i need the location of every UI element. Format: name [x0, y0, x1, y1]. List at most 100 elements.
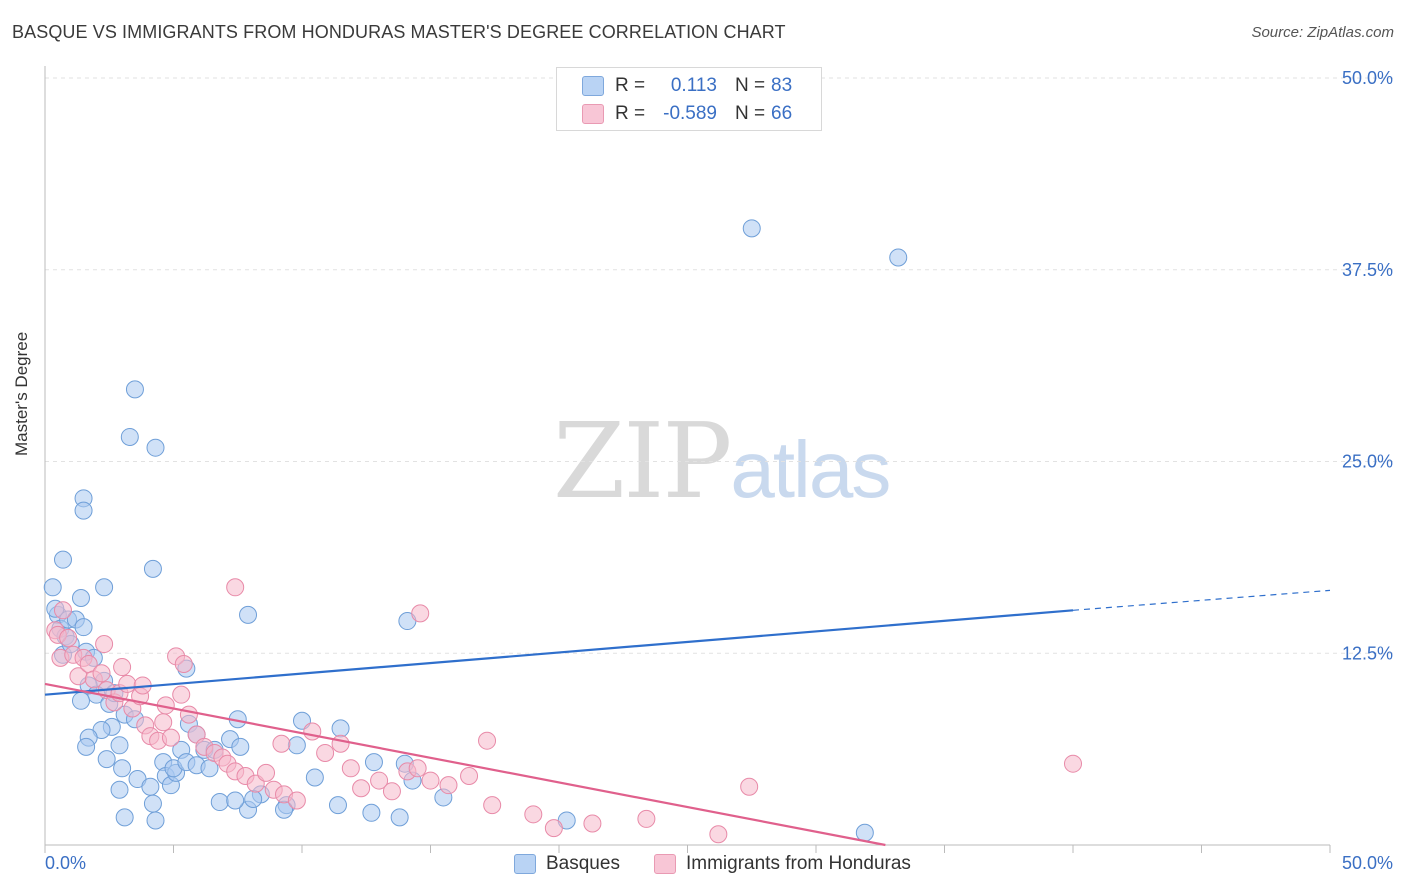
point-honduras [408, 759, 427, 778]
point-basques [362, 803, 381, 822]
point-honduras [421, 771, 440, 790]
tick-labels: 12.5% 25.0% 37.5% 50.0% 0.0% 50.0% [45, 68, 1393, 873]
point-basques [143, 559, 162, 578]
legend-label: Immigrants from Honduras [686, 853, 911, 874]
point-basques [328, 796, 347, 815]
point-basques [231, 737, 250, 756]
y-tick-label: 12.5% [1342, 643, 1393, 663]
point-basques [331, 719, 350, 738]
point-basques [74, 501, 93, 520]
point-basques [125, 380, 144, 399]
point-honduras [303, 722, 322, 741]
r-value: -0.589 [663, 103, 717, 124]
axes [44, 66, 1331, 853]
watermark-atlas: atlas [730, 425, 891, 514]
point-basques [71, 691, 90, 710]
point-honduras [1064, 754, 1082, 773]
point-basques [74, 618, 93, 637]
n-value: 83 [771, 75, 793, 96]
point-honduras [179, 705, 198, 724]
point-basques [889, 248, 908, 267]
point-honduras [460, 766, 479, 785]
point-honduras [382, 782, 401, 801]
source-label: Source: ZipAtlas.com [1251, 24, 1394, 41]
point-honduras [478, 731, 497, 750]
point-honduras [287, 791, 306, 810]
point-basques [855, 823, 874, 842]
point-basques [239, 605, 258, 624]
point-basques [141, 777, 160, 796]
point-basques [110, 780, 129, 799]
point-honduras [439, 776, 458, 795]
point-honduras [740, 777, 759, 796]
legend-item-honduras[interactable]: Immigrants from Honduras [654, 852, 911, 876]
trend-lines [44, 589, 1331, 847]
y-tick-label: 25.0% [1342, 452, 1393, 472]
n-label: N = [735, 103, 766, 124]
n-value: 66 [771, 103, 793, 124]
point-honduras [95, 635, 114, 654]
point-basques [97, 750, 116, 769]
legend-swatch-pink [654, 854, 676, 874]
stats-swatch-pink [582, 104, 604, 124]
point-honduras [53, 601, 72, 620]
point-basques [210, 793, 229, 812]
point-honduras [524, 805, 543, 824]
chart-title: BASQUE VS IMMIGRANTS FROM HONDURAS MASTE… [12, 22, 786, 42]
stats-swatch-blue [582, 76, 604, 96]
point-honduras [370, 771, 389, 790]
point-basques [71, 589, 90, 608]
point-honduras [154, 713, 173, 732]
point-basques [95, 578, 114, 597]
trend-line-honduras [44, 682, 886, 847]
x-tick-label: 0.0% [45, 853, 86, 873]
point-basques [305, 768, 324, 787]
point-honduras [331, 734, 350, 753]
data-points [43, 219, 1082, 844]
stats-box: R = 0.113 N = 83 R = -0.589 N = 66 [556, 67, 822, 131]
point-honduras [583, 814, 602, 833]
r-label: R = [615, 103, 646, 124]
point-basques [364, 753, 383, 772]
point-basques [115, 808, 134, 827]
point-honduras [352, 779, 371, 798]
point-honduras [316, 743, 335, 762]
point-basques [110, 736, 129, 755]
x-tick-label: 50.0% [1342, 853, 1393, 873]
gridlines [45, 77, 1393, 654]
point-basques [120, 427, 139, 446]
stats-row-honduras: R = -0.589 N = 66 [557, 100, 821, 128]
point-basques [742, 219, 761, 238]
point-honduras [257, 763, 276, 782]
legend-swatch-blue [514, 854, 536, 874]
point-basques [53, 550, 72, 569]
stats-row-basques: R = 0.113 N = 83 [557, 72, 821, 100]
point-basques [77, 737, 96, 756]
point-honduras [637, 809, 656, 828]
point-basques [390, 808, 409, 827]
legend-label: Basques [546, 853, 620, 874]
point-basques [43, 578, 62, 597]
point-honduras [544, 819, 563, 838]
point-honduras [118, 674, 137, 693]
point-honduras [113, 658, 132, 677]
point-basques [146, 811, 165, 830]
r-label: R = [615, 75, 646, 96]
r-value: 0.113 [670, 75, 717, 96]
trend-line-basques [44, 609, 1074, 696]
point-basques [146, 438, 165, 457]
y-axis-label: Master's Degree [12, 331, 31, 456]
y-tick-label: 50.0% [1342, 68, 1393, 88]
point-honduras [226, 578, 245, 597]
point-honduras [92, 664, 111, 683]
legend-item-basques[interactable]: Basques [514, 852, 620, 876]
point-basques [226, 791, 245, 810]
y-tick-label: 37.5% [1342, 260, 1393, 280]
point-basques [287, 736, 306, 755]
point-honduras [174, 654, 193, 673]
point-honduras [483, 796, 502, 815]
trend-line-basques-extension [1072, 589, 1331, 611]
point-honduras [272, 734, 291, 753]
point-basques [113, 759, 132, 778]
